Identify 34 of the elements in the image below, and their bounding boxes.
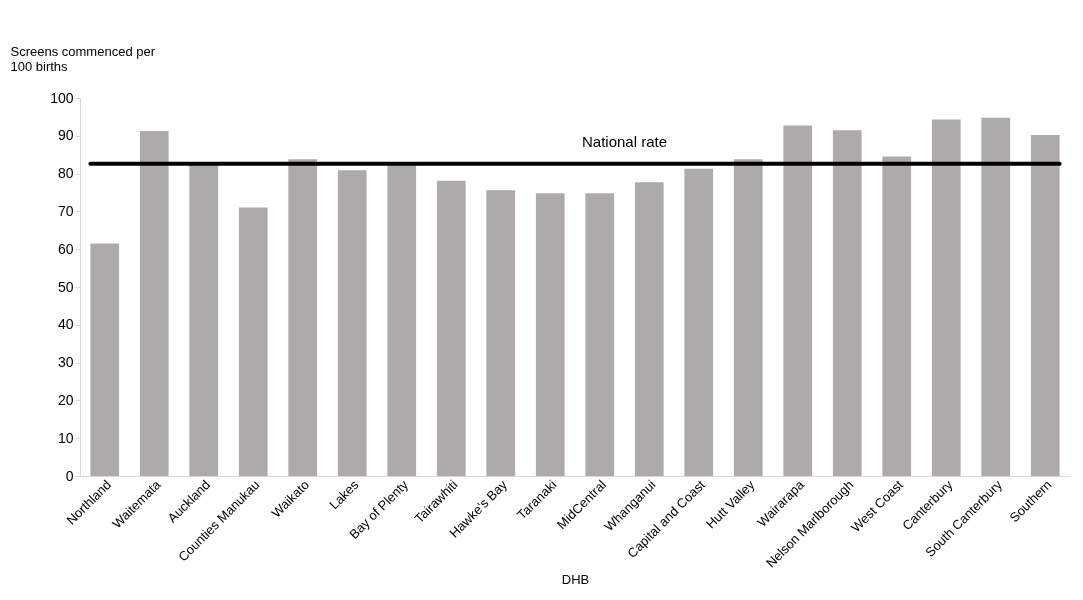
- bar: [634, 182, 664, 476]
- y-tick-label: 100: [50, 89, 74, 106]
- y-tick-label: 20: [57, 391, 74, 408]
- y-tick-label: 10: [57, 429, 74, 446]
- bar: [882, 156, 912, 476]
- y-tick-label: 60: [57, 240, 74, 257]
- bar: [832, 130, 862, 476]
- y-tick-label: 50: [57, 278, 74, 295]
- bar: [387, 164, 417, 476]
- y-tick-label: 70: [57, 202, 74, 219]
- bar: [337, 170, 367, 476]
- bar: [139, 130, 169, 476]
- y-tick-label: 90: [57, 127, 74, 144]
- bar: [783, 125, 813, 476]
- bar: [535, 193, 565, 476]
- bar: [684, 168, 714, 476]
- bar: [931, 119, 961, 476]
- bar: [189, 164, 219, 476]
- bar: [981, 117, 1011, 476]
- bar: [585, 193, 615, 476]
- y-tick-label: 30: [57, 354, 74, 371]
- bar: [436, 180, 466, 476]
- x-axis-title: DHB: [561, 572, 590, 588]
- ref-line-label: National rate: [581, 132, 668, 150]
- bar: [733, 159, 763, 476]
- bar: [486, 190, 516, 476]
- y-tick-label: 80: [57, 165, 74, 182]
- y-tick-label: 40: [57, 316, 74, 333]
- bar: [288, 159, 318, 476]
- y-axis-title: Screens commenced per 100 births: [10, 43, 156, 74]
- bar: [90, 243, 120, 476]
- y-tick-label: 0: [65, 467, 74, 484]
- bar: [1030, 135, 1060, 476]
- bar: [238, 207, 268, 476]
